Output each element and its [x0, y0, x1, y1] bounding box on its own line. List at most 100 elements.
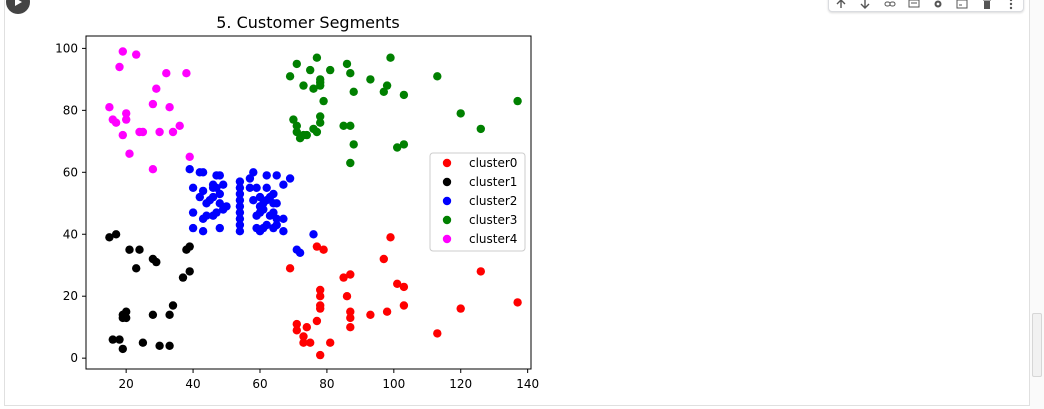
- y-tick-label: 20: [63, 289, 78, 303]
- point-cluster0-12: [316, 292, 325, 301]
- point-cluster2-31: [235, 202, 245, 211]
- point-cluster4-0: [105, 103, 114, 112]
- point-cluster3-17: [316, 112, 325, 121]
- point-cluster0-16: [339, 273, 348, 282]
- point-cluster3-16: [316, 78, 325, 87]
- point-cluster0-0: [285, 264, 295, 273]
- point-cluster2-21: [215, 189, 224, 199]
- point-cluster2-1: [188, 183, 198, 192]
- point-cluster0-20: [346, 307, 355, 316]
- point-cluster3-28: [366, 75, 375, 84]
- point-cluster3-34: [399, 90, 409, 100]
- delete-icon[interactable]: [980, 0, 994, 10]
- point-cluster0-14: [319, 245, 328, 254]
- point-cluster3-7: [299, 81, 308, 90]
- point-cluster3-2: [292, 59, 301, 69]
- point-cluster0-1: [292, 319, 301, 329]
- scrollbar-thumb[interactable]: [1032, 313, 1042, 377]
- point-cluster1-8: [122, 313, 131, 323]
- point-cluster2-35: [235, 227, 245, 236]
- point-cluster0-22: [366, 310, 375, 319]
- point-cluster1-19: [168, 301, 178, 310]
- page-scrollbar[interactable]: [1030, 0, 1044, 409]
- point-cluster2-9: [198, 227, 208, 236]
- x-tick-label: 40: [185, 377, 200, 391]
- point-cluster0-23: [379, 254, 388, 264]
- point-cluster0-19: [346, 313, 355, 323]
- move-up-icon[interactable]: [834, 0, 848, 10]
- point-cluster4-9: [132, 50, 141, 59]
- point-cluster0-26: [393, 279, 402, 288]
- point-cluster3-27: [346, 158, 355, 168]
- plot-marks: [105, 47, 522, 360]
- point-cluster3-3: [292, 121, 301, 130]
- legend-marker-cluster0: [442, 158, 452, 168]
- x-tick-label: 60: [252, 377, 267, 391]
- point-cluster2-40: [252, 183, 261, 192]
- point-cluster2-66: [279, 227, 288, 236]
- point-cluster0-7: [312, 316, 322, 326]
- move-down-icon[interactable]: [858, 0, 872, 10]
- point-cluster3-37: [476, 124, 485, 134]
- point-cluster2-34: [235, 220, 245, 230]
- point-cluster3-10: [309, 84, 318, 93]
- point-cluster2-63: [272, 220, 281, 230]
- point-cluster0-27: [399, 301, 409, 310]
- point-cluster2-39: [249, 196, 258, 205]
- point-cluster4-21: [185, 152, 194, 161]
- point-cluster0-32: [513, 298, 522, 307]
- point-cluster0-31: [476, 267, 485, 276]
- point-cluster2-4: [195, 192, 204, 202]
- y-tick-label: 0: [70, 351, 78, 365]
- chart-title: 5. Customer Segments: [216, 13, 400, 32]
- settings-gear-icon[interactable]: [931, 0, 945, 10]
- legend-label-cluster0: cluster0: [469, 156, 517, 170]
- link-icon[interactable]: [883, 0, 897, 10]
- x-tick-label: 20: [119, 377, 134, 391]
- point-cluster4-6: [122, 109, 131, 118]
- run-cell-button[interactable]: [6, 0, 30, 14]
- point-cluster2-51: [262, 171, 271, 180]
- comment-icon[interactable]: [907, 0, 921, 10]
- legend-label-cluster2: cluster2: [469, 194, 517, 208]
- legend-marker-cluster3: [442, 215, 452, 225]
- point-cluster1-14: [148, 310, 158, 319]
- x-axis: 20 40 60 80 100 120 140: [119, 369, 539, 391]
- point-cluster0-13: [316, 285, 325, 295]
- mirror-cell-icon[interactable]: [955, 0, 969, 10]
- y-tick-label: 80: [63, 103, 78, 117]
- point-cluster0-28: [399, 282, 409, 292]
- more-options-icon[interactable]: [1004, 0, 1018, 10]
- point-cluster2-50: [262, 183, 271, 192]
- point-cluster4-5: [118, 130, 128, 140]
- point-cluster4-12: [148, 99, 158, 109]
- point-cluster2-67: [285, 174, 295, 183]
- point-cluster1-2: [111, 230, 121, 239]
- point-cluster1-15: [152, 257, 161, 267]
- point-cluster2-2: [188, 208, 198, 217]
- point-cluster2-23: [215, 223, 224, 233]
- point-cluster0-6: [306, 338, 315, 347]
- point-cluster2-15: [208, 192, 218, 202]
- point-cluster3-25: [349, 87, 358, 97]
- point-cluster2-58: [269, 208, 278, 217]
- point-cluster2-61: [272, 199, 281, 208]
- point-cluster2-37: [245, 183, 255, 192]
- x-tick-label: 100: [382, 377, 405, 391]
- point-cluster2-32: [235, 208, 245, 217]
- point-cluster2-56: [269, 189, 278, 199]
- point-cluster1-7: [122, 307, 131, 316]
- point-cluster1-1: [108, 335, 118, 344]
- point-cluster4-2: [111, 118, 121, 127]
- y-tick-label: 60: [63, 165, 78, 179]
- point-cluster3-23: [346, 69, 355, 78]
- point-cluster0-15: [326, 338, 335, 347]
- legend-label-cluster1: cluster1: [469, 175, 517, 189]
- point-cluster1-10: [132, 264, 141, 273]
- point-cluster2-64: [279, 180, 288, 189]
- point-cluster0-11: [316, 301, 325, 310]
- point-cluster0-21: [346, 270, 355, 279]
- point-cluster4-3: [115, 62, 124, 72]
- point-cluster0-9: [316, 350, 325, 360]
